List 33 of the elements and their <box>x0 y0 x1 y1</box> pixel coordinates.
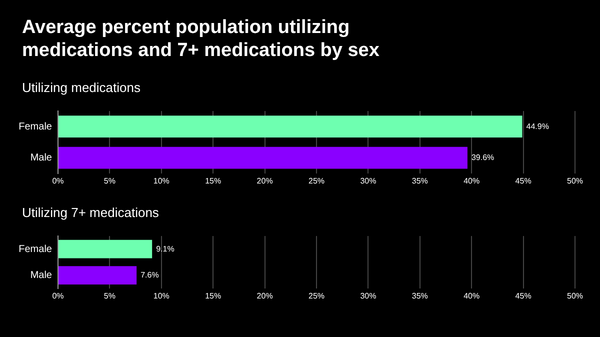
y-tick-label: Male <box>30 152 52 164</box>
y-tick-label: Male <box>30 270 52 282</box>
x-tick-label: 20% <box>256 291 273 300</box>
data-label: 44.9% <box>526 122 549 131</box>
chart-subtitle: Utilizing medications <box>22 80 142 95</box>
x-tick-label: 50% <box>566 291 584 300</box>
data-label: 7.6% <box>140 270 159 280</box>
y-tick-label: Female <box>18 244 52 255</box>
x-tick-label: 35% <box>412 176 428 186</box>
x-tick-label: 25% <box>308 176 325 186</box>
x-tick-label: 35% <box>412 291 428 300</box>
x-tick-label: 10% <box>153 291 170 300</box>
y-tick-label: Female <box>18 121 52 132</box>
x-tick-label: 5% <box>104 176 116 186</box>
chart-title: Utilizing 7+ medications <box>22 205 160 220</box>
x-tick-label: 10% <box>153 176 170 186</box>
x-tick-label: 30% <box>360 176 376 186</box>
chart-title: Average percent population utilizing medications and 7+ medications by sex <box>22 16 380 62</box>
x-tick-label: 5% <box>104 291 116 300</box>
x-tick-label: 30% <box>360 291 376 300</box>
data-label: 9.1% <box>156 244 174 254</box>
x-tick-label: 45% <box>515 176 532 186</box>
data-label: 39.6% <box>471 153 494 162</box>
x-tick-label: 15% <box>205 176 222 186</box>
x-tick-label: 0% <box>52 176 64 186</box>
x-tick-label: 40% <box>464 176 480 186</box>
x-tick-label: 25% <box>308 291 325 300</box>
x-tick-label: 0% <box>52 291 64 300</box>
x-tick-label: 45% <box>515 291 532 300</box>
x-tick-label: 15% <box>205 291 222 300</box>
x-tick-label: 40% <box>464 291 480 300</box>
x-tick-label: 20% <box>256 176 273 186</box>
x-tick-label: 50% <box>566 176 584 186</box>
